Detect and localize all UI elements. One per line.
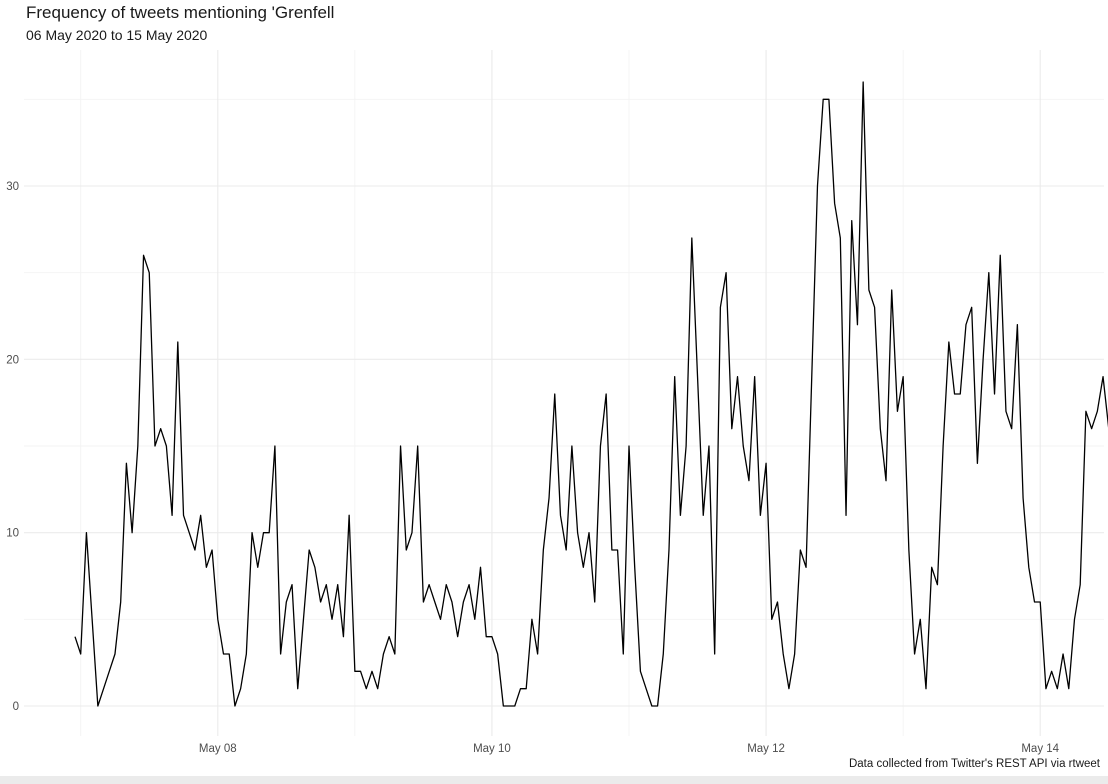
chart-subtitle: 06 May 2020 to 15 May 2020 [26, 27, 208, 43]
series-group [74, 81, 1108, 707]
x-tick-label: May 10 [473, 743, 511, 755]
y-tick-label: 10 [6, 528, 19, 540]
chart-title: Frequency of tweets mentioning 'Grenfell [26, 3, 335, 22]
chart-caption: Data collected from Twitter's REST API v… [848, 758, 1100, 770]
series-line [74, 81, 1108, 707]
x-axis-tick-labels: May 08 May 10 May 12 May 14 [199, 743, 1060, 755]
x-tick-label: May 08 [199, 743, 237, 755]
y-tick-label: 20 [6, 354, 19, 366]
y-tick-label: 0 [13, 701, 19, 713]
minor-x-gridlines [80, 50, 904, 736]
major-y-gridlines [24, 185, 1104, 707]
y-axis-tick-labels: 0 10 20 30 [6, 181, 19, 713]
y-tick-label: 30 [6, 181, 19, 193]
x-tick-label: May 12 [747, 743, 785, 755]
x-tick-label: May 14 [1021, 743, 1059, 755]
minor-y-gridlines [24, 98, 1104, 620]
